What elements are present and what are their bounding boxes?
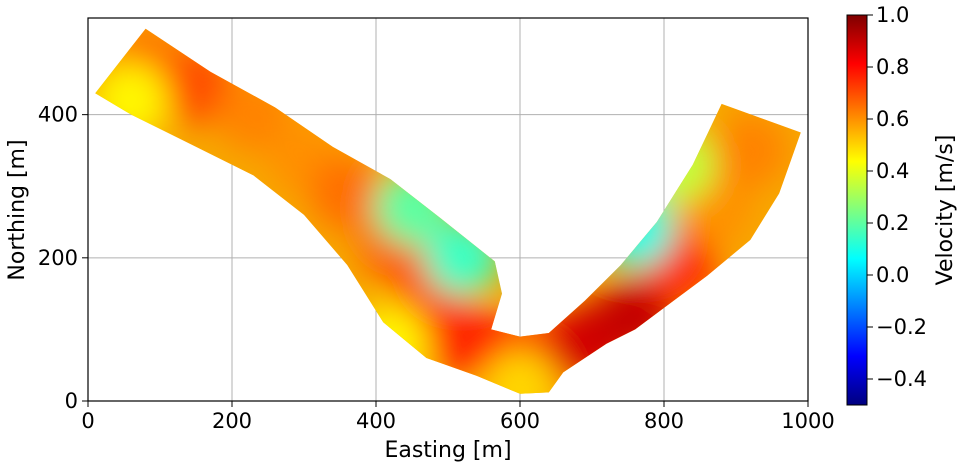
x-axis-label: Easting [m] — [384, 438, 511, 463]
colorbar-tick-label: 0.8 — [876, 55, 909, 79]
x-tick-label: 200 — [212, 409, 252, 433]
colorbar-tick-label: −0.2 — [876, 315, 927, 339]
y-tick-label: 200 — [38, 246, 78, 270]
river-channel — [95, 28, 801, 394]
colorbar-tick-label: 0.6 — [876, 107, 909, 131]
colorbar-tick-label: 1.0 — [876, 3, 909, 27]
x-ticks: 0 200 400 600 800 1000 — [81, 401, 835, 433]
y-ticks: 0 200 400 — [38, 103, 88, 413]
colorbar-ticks: 1.0 0.8 0.6 0.4 0.2 0.0 −0.2 −0.4 — [867, 3, 927, 391]
velocity-sample — [482, 348, 558, 394]
x-tick-label: 1000 — [781, 409, 834, 433]
colorbar-label: Velocity [m/s] — [933, 135, 958, 286]
colorbar-tick-label: −0.4 — [876, 367, 927, 391]
plot-frame — [87, 17, 809, 402]
x-tick-label: 600 — [500, 409, 540, 433]
colorbar-tick-label: 0.4 — [876, 159, 909, 183]
velocity-sample — [712, 112, 789, 189]
y-tick-label: 0 — [65, 389, 78, 413]
colorbar — [846, 14, 868, 406]
colorbar-tick-label: 0.0 — [876, 263, 909, 287]
y-axis-label: Northing [m] — [5, 139, 30, 280]
velocity-sample — [309, 155, 386, 232]
x-tick-label: 800 — [644, 409, 684, 433]
x-tick-label: 0 — [81, 409, 94, 433]
colorbar-tick-label: 0.2 — [876, 211, 909, 235]
y-tick-label: 400 — [38, 103, 78, 127]
x-tick-label: 400 — [356, 409, 396, 433]
